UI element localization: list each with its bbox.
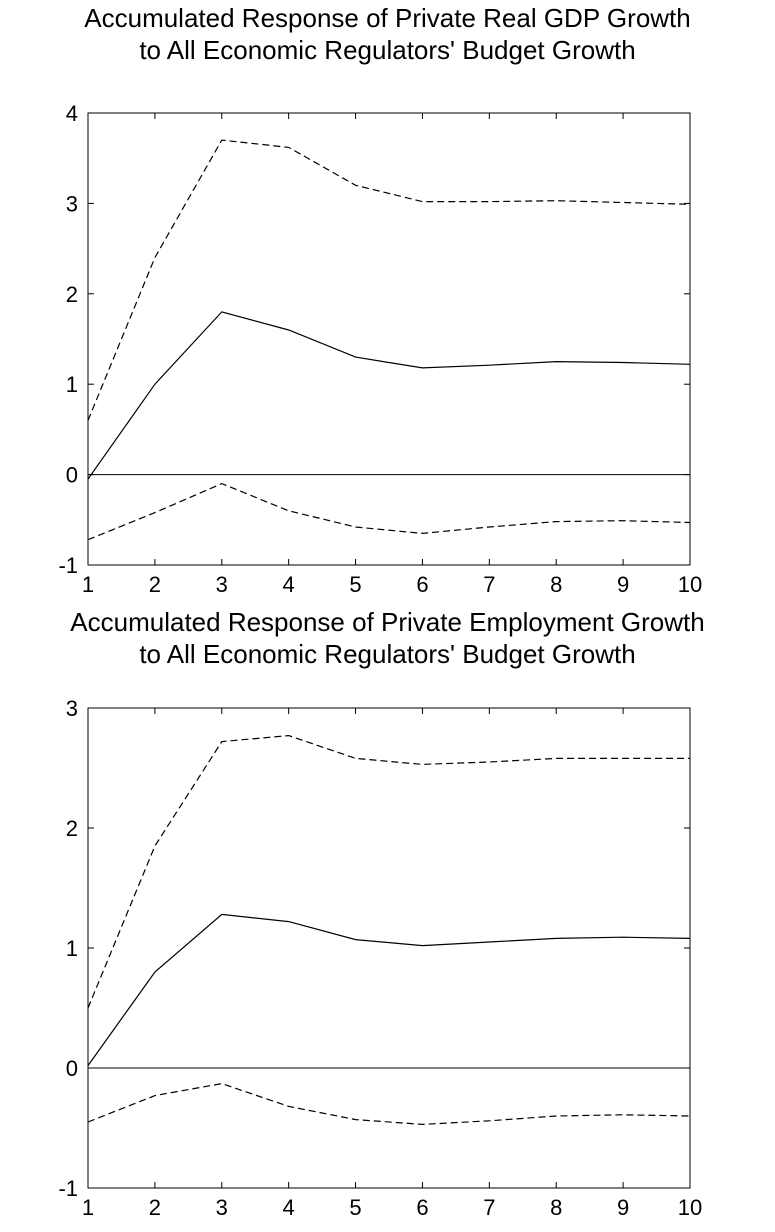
chart-1-x-tick-label: 8: [550, 572, 562, 597]
chart-2-x-tick-label: 1: [82, 1195, 94, 1220]
chart-2-x-tick-label: 4: [283, 1195, 295, 1220]
chart-2-series-line-3: [87, 1082, 691, 1126]
chart-2-title-line2: to All Economic Regulators' Budget Growt…: [139, 639, 636, 669]
chart-2-title: Accumulated Response of Private Employme…: [0, 606, 775, 670]
chart-2-x-tick-label: 8: [550, 1195, 562, 1220]
chart-2-x-tick-label: 5: [349, 1195, 361, 1220]
chart-2-y-tick-label: 1: [66, 936, 78, 961]
chart-2-x-tick-label: 7: [483, 1195, 495, 1220]
chart-1-x-tick-label: 1: [82, 572, 94, 597]
chart-2-plot-frame: [87, 707, 691, 1189]
chart-1-series-line-2: [87, 139, 691, 421]
chart-2-x-tick-label: 6: [416, 1195, 428, 1220]
chart-2-title-line1: Accumulated Response of Private Employme…: [70, 607, 705, 637]
chart-2-y-tick-label: 3: [66, 696, 78, 721]
chart-2-y-tick-label: -1: [58, 1176, 78, 1201]
chart-2-x-tick-label: 3: [216, 1195, 228, 1220]
chart-1-y-tick-label: 1: [66, 372, 78, 397]
chart-2-x-tick-label: 9: [617, 1195, 629, 1220]
chart-1-x-tick-label: 7: [483, 572, 495, 597]
chart-1-y-tick-label: 3: [66, 191, 78, 216]
chart-1-title: Accumulated Response of Private Real GDP…: [0, 2, 775, 66]
chart-1-x-tick-label: 5: [349, 572, 361, 597]
chart-1-y-tick-label: 0: [66, 463, 78, 488]
chart-1-x-tick-label: 10: [678, 572, 702, 597]
chart-1-title-line2: to All Economic Regulators' Budget Growt…: [139, 35, 636, 65]
chart-2-series-line-2: [87, 734, 690, 1009]
chart-1-series-line-1: [87, 311, 691, 480]
chart-1-x-tick-label: 6: [416, 572, 428, 597]
chart-1-x-tick-label: 2: [149, 572, 161, 597]
chart-2-y-tick-label: 0: [66, 1056, 78, 1081]
chart-1-x-tick-label: 4: [283, 572, 295, 597]
chart-1-y-tick-label: -1: [58, 553, 78, 578]
chart-1-x-tick-label: 3: [216, 572, 228, 597]
chart-1-x-tick-label: 9: [617, 572, 629, 597]
chart-2-x-tick-label: 2: [149, 1195, 161, 1220]
chart-1-y-tick-label: 4: [66, 101, 78, 126]
chart-1-plot: -1 0 1 2 3 4 1 2 3 4 5 6 7 8 9 10: [58, 101, 702, 597]
chart-1-title-line1: Accumulated Response of Private Real GDP…: [84, 3, 691, 33]
chart-1-series-line-3: [87, 482, 691, 541]
chart-1-y-tick-label: 2: [66, 282, 78, 307]
chart-2-series-line-1: [87, 913, 691, 1066]
chart-1-plot-frame: [87, 112, 691, 566]
chart-2-x-tick-label: 10: [678, 1195, 702, 1220]
chart-2-y-tick-label: 2: [66, 816, 78, 841]
